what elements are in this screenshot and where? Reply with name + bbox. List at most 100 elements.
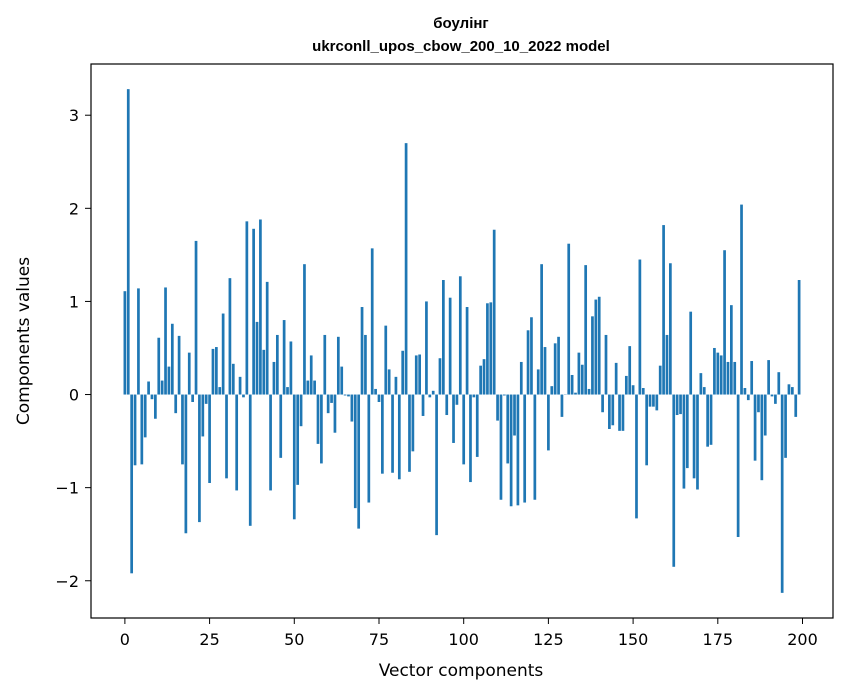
bar xyxy=(658,365,662,395)
bar xyxy=(526,330,530,395)
x-tick-label: 50 xyxy=(284,630,304,649)
bar xyxy=(425,301,428,395)
bar xyxy=(370,248,374,395)
bar xyxy=(608,394,611,429)
bar xyxy=(523,394,527,503)
bar xyxy=(719,355,723,395)
bar xyxy=(665,334,669,395)
bar xyxy=(702,387,706,395)
bar xyxy=(506,394,510,464)
x-tick-label: 175 xyxy=(703,630,734,649)
y-tick-label: −1 xyxy=(55,479,79,498)
bar xyxy=(692,394,696,479)
bar xyxy=(164,287,167,395)
bar xyxy=(536,369,540,395)
bar xyxy=(143,394,147,438)
bar xyxy=(611,394,615,426)
bar xyxy=(479,365,482,395)
bar xyxy=(594,299,598,395)
bar xyxy=(763,394,767,436)
bar xyxy=(279,394,283,458)
bar xyxy=(225,394,228,479)
bar xyxy=(669,263,672,395)
bar xyxy=(360,307,364,395)
bar xyxy=(736,394,740,537)
bar xyxy=(614,362,618,395)
bar xyxy=(211,348,215,395)
bar xyxy=(746,394,750,401)
bar xyxy=(198,394,201,523)
chart-title: боулінг xyxy=(433,15,488,32)
x-tick-label: 200 xyxy=(787,630,818,649)
bar xyxy=(353,394,357,509)
bar xyxy=(601,394,604,413)
bar xyxy=(408,394,411,472)
bar xyxy=(543,347,547,395)
bar xyxy=(286,387,289,395)
bar xyxy=(753,394,757,461)
bar xyxy=(275,334,279,395)
bar xyxy=(540,264,543,395)
bar xyxy=(662,225,665,395)
bar xyxy=(706,394,709,447)
bar xyxy=(184,394,188,534)
bar xyxy=(641,388,645,395)
bar xyxy=(699,373,703,395)
bar xyxy=(350,394,354,422)
bar xyxy=(760,394,764,481)
bar xyxy=(631,385,635,395)
bar xyxy=(533,394,537,500)
bar xyxy=(238,376,242,395)
bar xyxy=(357,394,361,529)
bar xyxy=(780,394,784,593)
bar xyxy=(431,390,435,395)
x-tick-label: 125 xyxy=(533,630,564,649)
bar xyxy=(242,394,245,398)
y-tick-label: −2 xyxy=(55,572,79,591)
bar xyxy=(638,259,642,395)
plot-area-frame xyxy=(90,63,834,619)
bar xyxy=(411,394,415,452)
bar xyxy=(452,394,455,443)
bar xyxy=(675,394,679,416)
bar xyxy=(235,394,239,491)
x-tick-label: 75 xyxy=(369,630,389,649)
bar xyxy=(252,228,255,395)
bar xyxy=(221,313,225,395)
bar xyxy=(597,296,601,395)
bar xyxy=(672,394,676,567)
bar xyxy=(397,394,401,480)
bar xyxy=(621,394,625,431)
x-tick-label: 25 xyxy=(199,630,219,649)
bar xyxy=(187,352,191,395)
bar xyxy=(282,320,286,395)
bar xyxy=(570,374,574,395)
bar xyxy=(245,221,249,395)
bar xyxy=(401,350,405,395)
bar xyxy=(421,394,425,416)
bar xyxy=(154,394,157,419)
bar xyxy=(292,394,296,520)
bar xyxy=(655,394,659,411)
bar xyxy=(320,394,323,464)
bar xyxy=(259,219,262,395)
bar xyxy=(469,394,472,483)
bar xyxy=(784,394,787,458)
bar xyxy=(157,337,161,395)
bar xyxy=(790,387,794,395)
bar xyxy=(333,394,337,433)
bar xyxy=(414,355,418,395)
bar xyxy=(374,388,377,395)
x-tick-label: 150 xyxy=(618,630,649,649)
bar xyxy=(716,352,720,395)
bar xyxy=(648,394,652,407)
bar xyxy=(299,394,303,427)
bar xyxy=(428,394,432,398)
bar xyxy=(486,303,489,395)
bar xyxy=(553,343,557,395)
bar xyxy=(438,358,442,395)
chart-subtitle: ukrconll_upos_cbow_200_10_2022 model xyxy=(312,38,610,55)
bar xyxy=(475,394,479,457)
bar xyxy=(343,394,347,396)
